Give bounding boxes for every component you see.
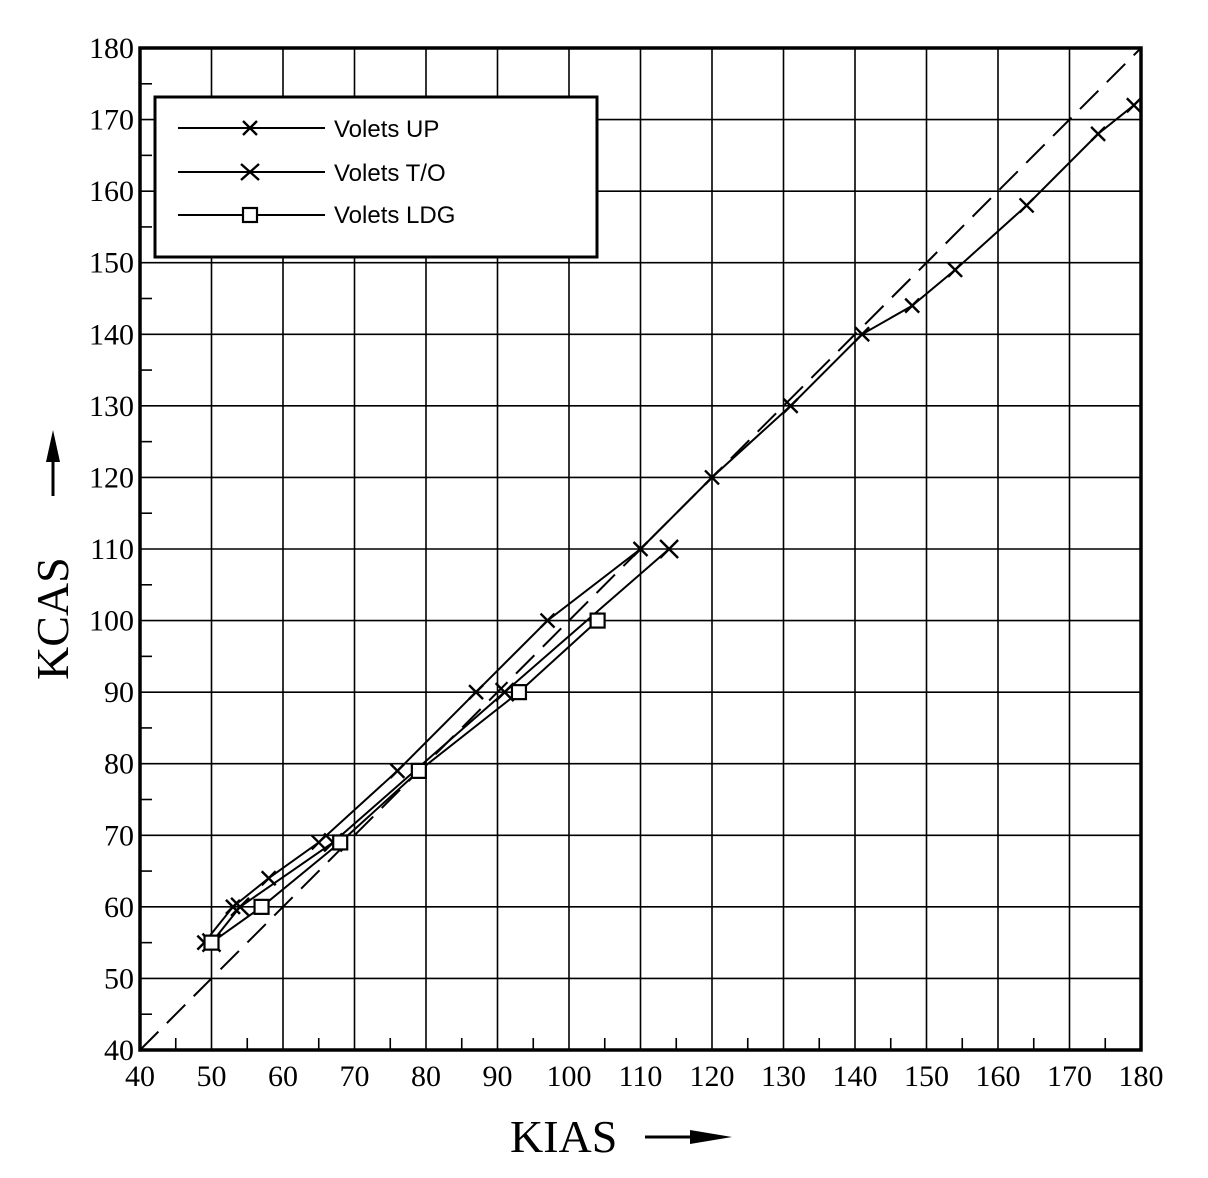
data-point: [1126, 97, 1142, 114]
x-marker-stroke: [310, 834, 327, 851]
x-tick-labels: 40 50 60 70 80 90 100 110 120 130 140 150 160 170 180: [125, 1060, 1164, 1093]
data-point: [904, 297, 921, 314]
data-point: [203, 934, 220, 951]
data-point: [253, 898, 270, 915]
legend-item-volets-to: Volets T/O: [178, 160, 446, 187]
data-point: [389, 763, 406, 779]
x-marker-stroke: [1018, 197, 1035, 214]
y-tick-label: 70: [104, 819, 134, 852]
series-volets-ldg: [203, 612, 606, 951]
x-tick-label: 100: [547, 1060, 592, 1093]
x-tick-label: 120: [690, 1060, 735, 1093]
x-tick-label: 130: [761, 1060, 806, 1093]
x-marker-stroke: [260, 870, 277, 887]
legend-box: [153, 95, 599, 259]
data-point: [539, 612, 556, 629]
series-volets-t-o: [201, 539, 679, 953]
x-marker-stroke: [539, 612, 556, 629]
x-marker-icon: [242, 120, 258, 136]
x-tick-label: 90: [483, 1060, 513, 1093]
x-marker-stroke: [947, 262, 963, 278]
data-point: [589, 612, 606, 629]
y-tick-label: 60: [104, 891, 134, 924]
data-point: [1018, 197, 1035, 214]
x-tick-label: 80: [411, 1060, 441, 1093]
y-axis-title: KCAS: [27, 557, 78, 680]
x-marker-icon: [240, 163, 260, 181]
data-point: [332, 834, 349, 851]
data-point: [310, 834, 327, 851]
y-axis-arrow-icon: [46, 430, 60, 496]
x-marker-stroke: [494, 682, 515, 702]
x-axis-title: KIAS: [510, 1111, 617, 1162]
legend-item-volets-ldg: Volets LDG: [178, 202, 455, 229]
x-marker-stroke: [225, 899, 241, 915]
data-point: [947, 262, 963, 278]
y-tick-labels: 40 50 60 70 80 90 100 110 120 130 140 150 160 170 180: [89, 32, 134, 1067]
data-point: [510, 684, 528, 701]
y-tick-label: 170: [89, 104, 134, 137]
x-marker-stroke: [468, 684, 484, 700]
x-tick-label: 180: [1119, 1060, 1164, 1093]
y-tick-label: 130: [89, 390, 134, 423]
x-tick-label: 150: [904, 1060, 949, 1093]
x-marker-stroke: [1090, 126, 1106, 142]
x-marker-stroke: [389, 763, 406, 779]
data-point: [230, 897, 250, 917]
legend-label: Volets T/O: [334, 160, 446, 187]
x-marker-stroke: [904, 297, 921, 314]
series-line: [210, 548, 670, 944]
x-marker-stroke: [854, 326, 870, 343]
plot-frame: [138, 46, 1143, 1052]
x-marker-stroke: [704, 469, 720, 486]
x-marker-stroke: [230, 897, 250, 917]
x-tick-label: 40: [125, 1060, 155, 1093]
x-tick-label: 50: [197, 1060, 227, 1093]
y-tick-label: 50: [104, 962, 134, 995]
series-layer: [196, 97, 1142, 953]
data-point: [782, 398, 799, 414]
y-tick-label: 140: [89, 318, 134, 351]
data-point: [410, 762, 427, 779]
x-marker-stroke: [659, 539, 679, 559]
series-line: [210, 619, 599, 944]
x-axis-arrow-icon: [645, 1130, 732, 1144]
y-tick-label: 90: [104, 676, 134, 709]
y-tick-label: 100: [89, 605, 134, 638]
x-tick-label: 140: [833, 1060, 878, 1093]
y-tick-label: 120: [89, 461, 134, 494]
square-marker-icon: [241, 206, 259, 224]
y-tick-label: 160: [89, 175, 134, 208]
x-tick-label: 110: [619, 1060, 663, 1093]
x-marker-stroke: [632, 541, 649, 557]
series-volets-up: [196, 97, 1142, 951]
x-tick-label: 70: [340, 1060, 370, 1093]
x-tick-label: 170: [1047, 1060, 1092, 1093]
y-tick-label: 80: [104, 748, 134, 781]
y-tick-label: 150: [89, 247, 134, 280]
data-point: [704, 469, 720, 486]
data-point: [659, 539, 679, 559]
x-tick-label: 160: [976, 1060, 1021, 1093]
legend: Volets UP Volets T/O Volets LDG: [153, 95, 599, 259]
y-tick-label: 40: [104, 1034, 134, 1067]
x-marker-stroke: [1126, 97, 1142, 114]
legend-item-volets-up: Volets UP: [178, 116, 439, 143]
x-marker-stroke: [782, 398, 799, 414]
data-point: [1090, 126, 1106, 142]
legend-label: Volets UP: [334, 116, 439, 143]
y-tick-label: 110: [90, 533, 134, 566]
legend-label: Volets LDG: [334, 202, 455, 229]
data-point: [468, 684, 484, 700]
series-line: [203, 104, 1135, 944]
y-tick-label: 180: [89, 32, 134, 65]
data-point: [854, 326, 870, 343]
x-tick-label: 60: [268, 1060, 298, 1093]
data-point: [632, 541, 649, 557]
